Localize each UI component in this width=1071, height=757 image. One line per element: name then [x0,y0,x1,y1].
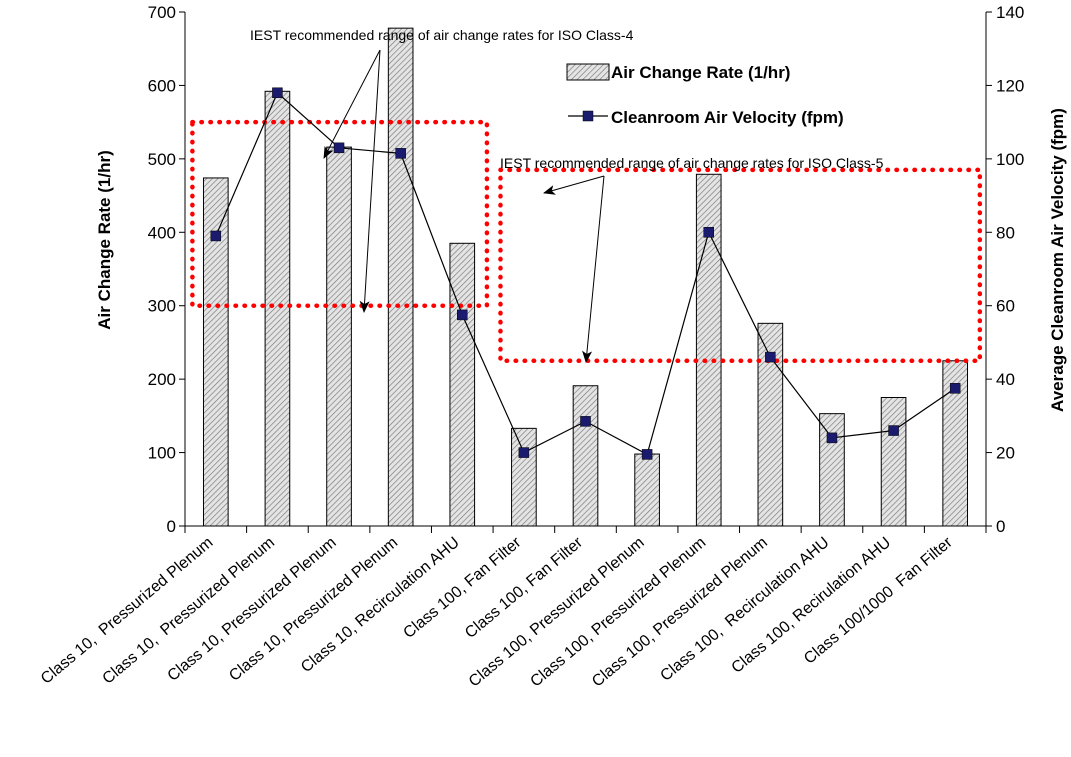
velocity-point [703,227,714,238]
category-label: Class 100, Fan Filter [400,534,525,642]
y-tick-label: 100 [148,444,176,463]
category-label: Class 100, Fan Filter [462,534,587,642]
bar [387,27,414,527]
line-series [210,87,961,460]
velocity-point [333,142,345,154]
annotation-class5: IEST recommended range of air change rat… [500,155,884,363]
axes [184,12,987,533]
velocity-point [826,432,838,444]
y-tick-label: 0 [167,517,176,536]
y2-tick-label: 20 [996,444,1015,463]
y2-tick-label: 140 [996,3,1024,22]
left-axis-ticks: 0 100 200 300 400 500 600 700 [148,3,185,536]
velocity-point [580,416,591,427]
y-tick-label: 200 [148,370,176,389]
bar [880,397,907,527]
annotation-class4: IEST recommended range of air change rat… [250,27,634,313]
annotation-class4-arrow-2 [359,49,381,313]
y-tick-label: 700 [148,3,176,22]
bar [695,173,722,527]
y-tick-label: 400 [148,223,176,242]
velocity-point [518,447,530,458]
velocity-point [641,449,653,460]
y2-tick-label: 100 [996,150,1024,169]
velocity-point [395,148,406,159]
velocity-point [949,383,961,394]
y2-tick-label: 120 [996,76,1024,95]
y-tick-label: 600 [148,76,176,95]
velocity-point [888,425,899,436]
y-tick-label: 500 [148,150,176,169]
left-axis-title: Air Change Rate (1/hr) [95,150,114,329]
velocity-point [272,87,283,99]
range-box [190,119,490,308]
right-axis-ticks: 0 20 40 60 80 100 120 140 [986,3,1024,536]
y2-tick-label: 40 [996,370,1015,389]
bar [819,413,845,527]
range-boxes [190,119,983,364]
velocity-point [765,351,776,363]
legend-bar-label: Air Change Rate (1/hr) [611,63,790,82]
right-axis-title: Average Cleanroom Air Velocity (fpm) [1048,108,1067,412]
bar [326,146,352,527]
velocity-point [210,230,222,242]
legend: Air Change Rate (1/hr) Cleanroom Air Vel… [566,63,844,127]
legend-bar-swatch [566,63,610,81]
y2-tick-label: 0 [996,517,1005,536]
bar [572,385,599,527]
legend-line-marker [582,110,594,122]
bar [511,427,537,527]
bar [202,177,229,527]
annotation-class5-text: IEST recommended range of air change rat… [500,155,884,171]
bar [264,90,291,527]
bar [634,453,660,527]
velocity-point [457,309,468,321]
bar-series [202,27,969,527]
annotation-class5-arrow-2 [582,175,605,363]
y-tick-label: 300 [148,297,176,316]
annotation-class4-arrow-1 [323,49,381,159]
legend-line-label: Cleanroom Air Velocity (fpm) [611,108,844,127]
y2-tick-label: 80 [996,223,1015,242]
bar [449,242,476,527]
annotation-class5-arrow-1 [543,175,605,195]
y2-tick-label: 60 [996,297,1015,316]
annotation-class4-text: IEST recommended range of air change rat… [250,27,634,43]
range-box [498,167,983,364]
